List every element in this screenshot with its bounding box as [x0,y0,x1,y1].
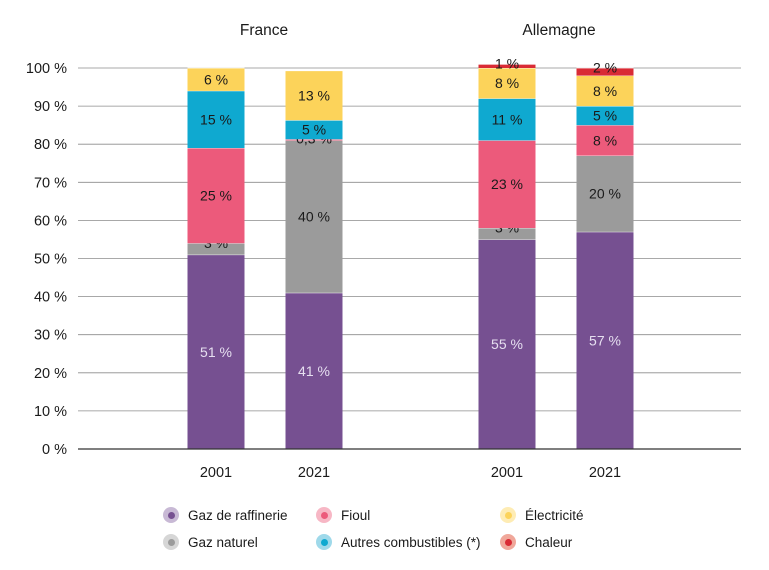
bar-segment [576,75,634,107]
bar-segment [187,254,245,449]
y-tick-label: 60 % [34,213,67,229]
bar-data-label: 15 % [200,111,232,127]
bar-segment [576,106,634,126]
bar-segment [285,120,343,140]
x-tick-label: 2001 [491,465,523,481]
bar-data-label: 51 % [200,344,232,360]
y-tick-label: 10 % [34,404,67,420]
y-tick-label: 0 % [42,442,67,458]
x-tick-label: 2001 [200,465,232,481]
bar-segment [285,139,343,141]
bar-data-label: 5 % [302,122,326,138]
bar-segment [285,70,343,121]
y-tick-label: 90 % [34,99,67,115]
bar-data-label: 11 % [492,111,523,127]
bar-data-label: 5 % [593,108,617,124]
bar-data-label: 40 % [298,209,330,225]
x-tick-label: 2021 [298,465,330,481]
bar-data-label: 8 % [593,132,617,148]
bar-data-label: 2 % [593,60,617,76]
bar-data-label: 23 % [491,176,523,192]
bar-segment [478,64,536,68]
bar-segment [187,148,245,244]
bar-data-label: 41 % [298,363,330,379]
bar-data-label: 20 % [589,186,621,202]
y-tick-label: 100 % [26,61,67,77]
bar-segment [576,125,634,156]
bar-data-label: 25 % [200,188,232,204]
bar-segment [576,155,634,232]
y-tick-label: 20 % [34,366,67,382]
bar-segment [187,90,245,149]
bar-segment [285,140,343,293]
bar-segment [187,243,245,255]
bar-segment [478,140,536,229]
y-tick-label: 80 % [34,137,67,153]
bar-segment [187,68,245,91]
group-title: Allemagne [522,22,595,39]
y-tick-label: 30 % [34,328,67,344]
bar-segment [478,68,536,99]
bar-segment [576,231,634,449]
bar-data-label: 55 % [491,336,523,352]
bar-segment [576,68,634,76]
bar-data-label: 1 % [495,56,519,72]
bar-segment [478,239,536,449]
bar-segment [478,98,536,141]
x-tick-label: 2021 [589,465,621,481]
y-tick-label: 50 % [34,252,67,268]
bar-data-label: 8 % [495,75,519,91]
bar-segment [478,228,536,240]
bar-data-label: 8 % [593,83,617,99]
group-title: France [240,22,288,39]
bar-segment [285,292,343,449]
bar-data-label: 13 % [298,87,330,103]
y-tick-label: 70 % [34,175,67,191]
bar-data-label: 57 % [589,332,621,348]
bar-data-label: 6 % [204,71,228,87]
y-tick-label: 40 % [34,290,67,306]
